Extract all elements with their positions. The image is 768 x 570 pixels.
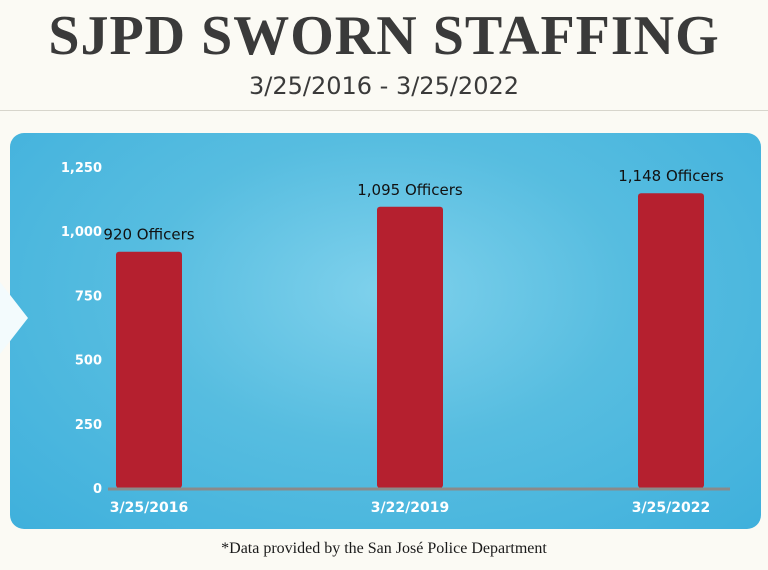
- bar: [116, 251, 182, 488]
- bar: [638, 193, 704, 488]
- x-tick-label: 3/25/2016: [110, 500, 188, 516]
- y-tick-label: 750: [75, 289, 102, 304]
- bar-series: [116, 193, 704, 488]
- x-tick-label: 3/25/2022: [632, 500, 710, 516]
- chart-title: SJPD SWORN STAFFING: [48, 5, 720, 67]
- y-tick-label: 250: [75, 418, 102, 433]
- x-tick-label: 3/22/2019: [371, 500, 449, 516]
- y-tick-label: 500: [75, 354, 102, 369]
- source-footnote: *Data provided by the San José Police De…: [221, 540, 547, 557]
- data-label: 920 Officers: [103, 226, 194, 244]
- y-axis-ticks: 0 250 500 750 1,000 1,250: [61, 161, 102, 497]
- panel-notch-arrow: [0, 282, 28, 354]
- data-labels: 920 Officers 1,095 Officers 1,148 Officers: [103, 167, 724, 244]
- x-axis-ticks: 3/25/2016 3/22/2019 3/25/2022: [110, 500, 710, 516]
- bar: [377, 206, 443, 488]
- y-tick-label: 1,250: [61, 161, 102, 176]
- y-tick-label: 0: [93, 482, 102, 497]
- data-label: 1,095 Officers: [357, 181, 463, 199]
- chart-subtitle: 3/25/2016 - 3/25/2022: [248, 72, 520, 100]
- header-divider: [0, 110, 768, 111]
- y-tick-label: 1,000: [61, 225, 102, 240]
- data-label: 1,148 Officers: [618, 167, 724, 185]
